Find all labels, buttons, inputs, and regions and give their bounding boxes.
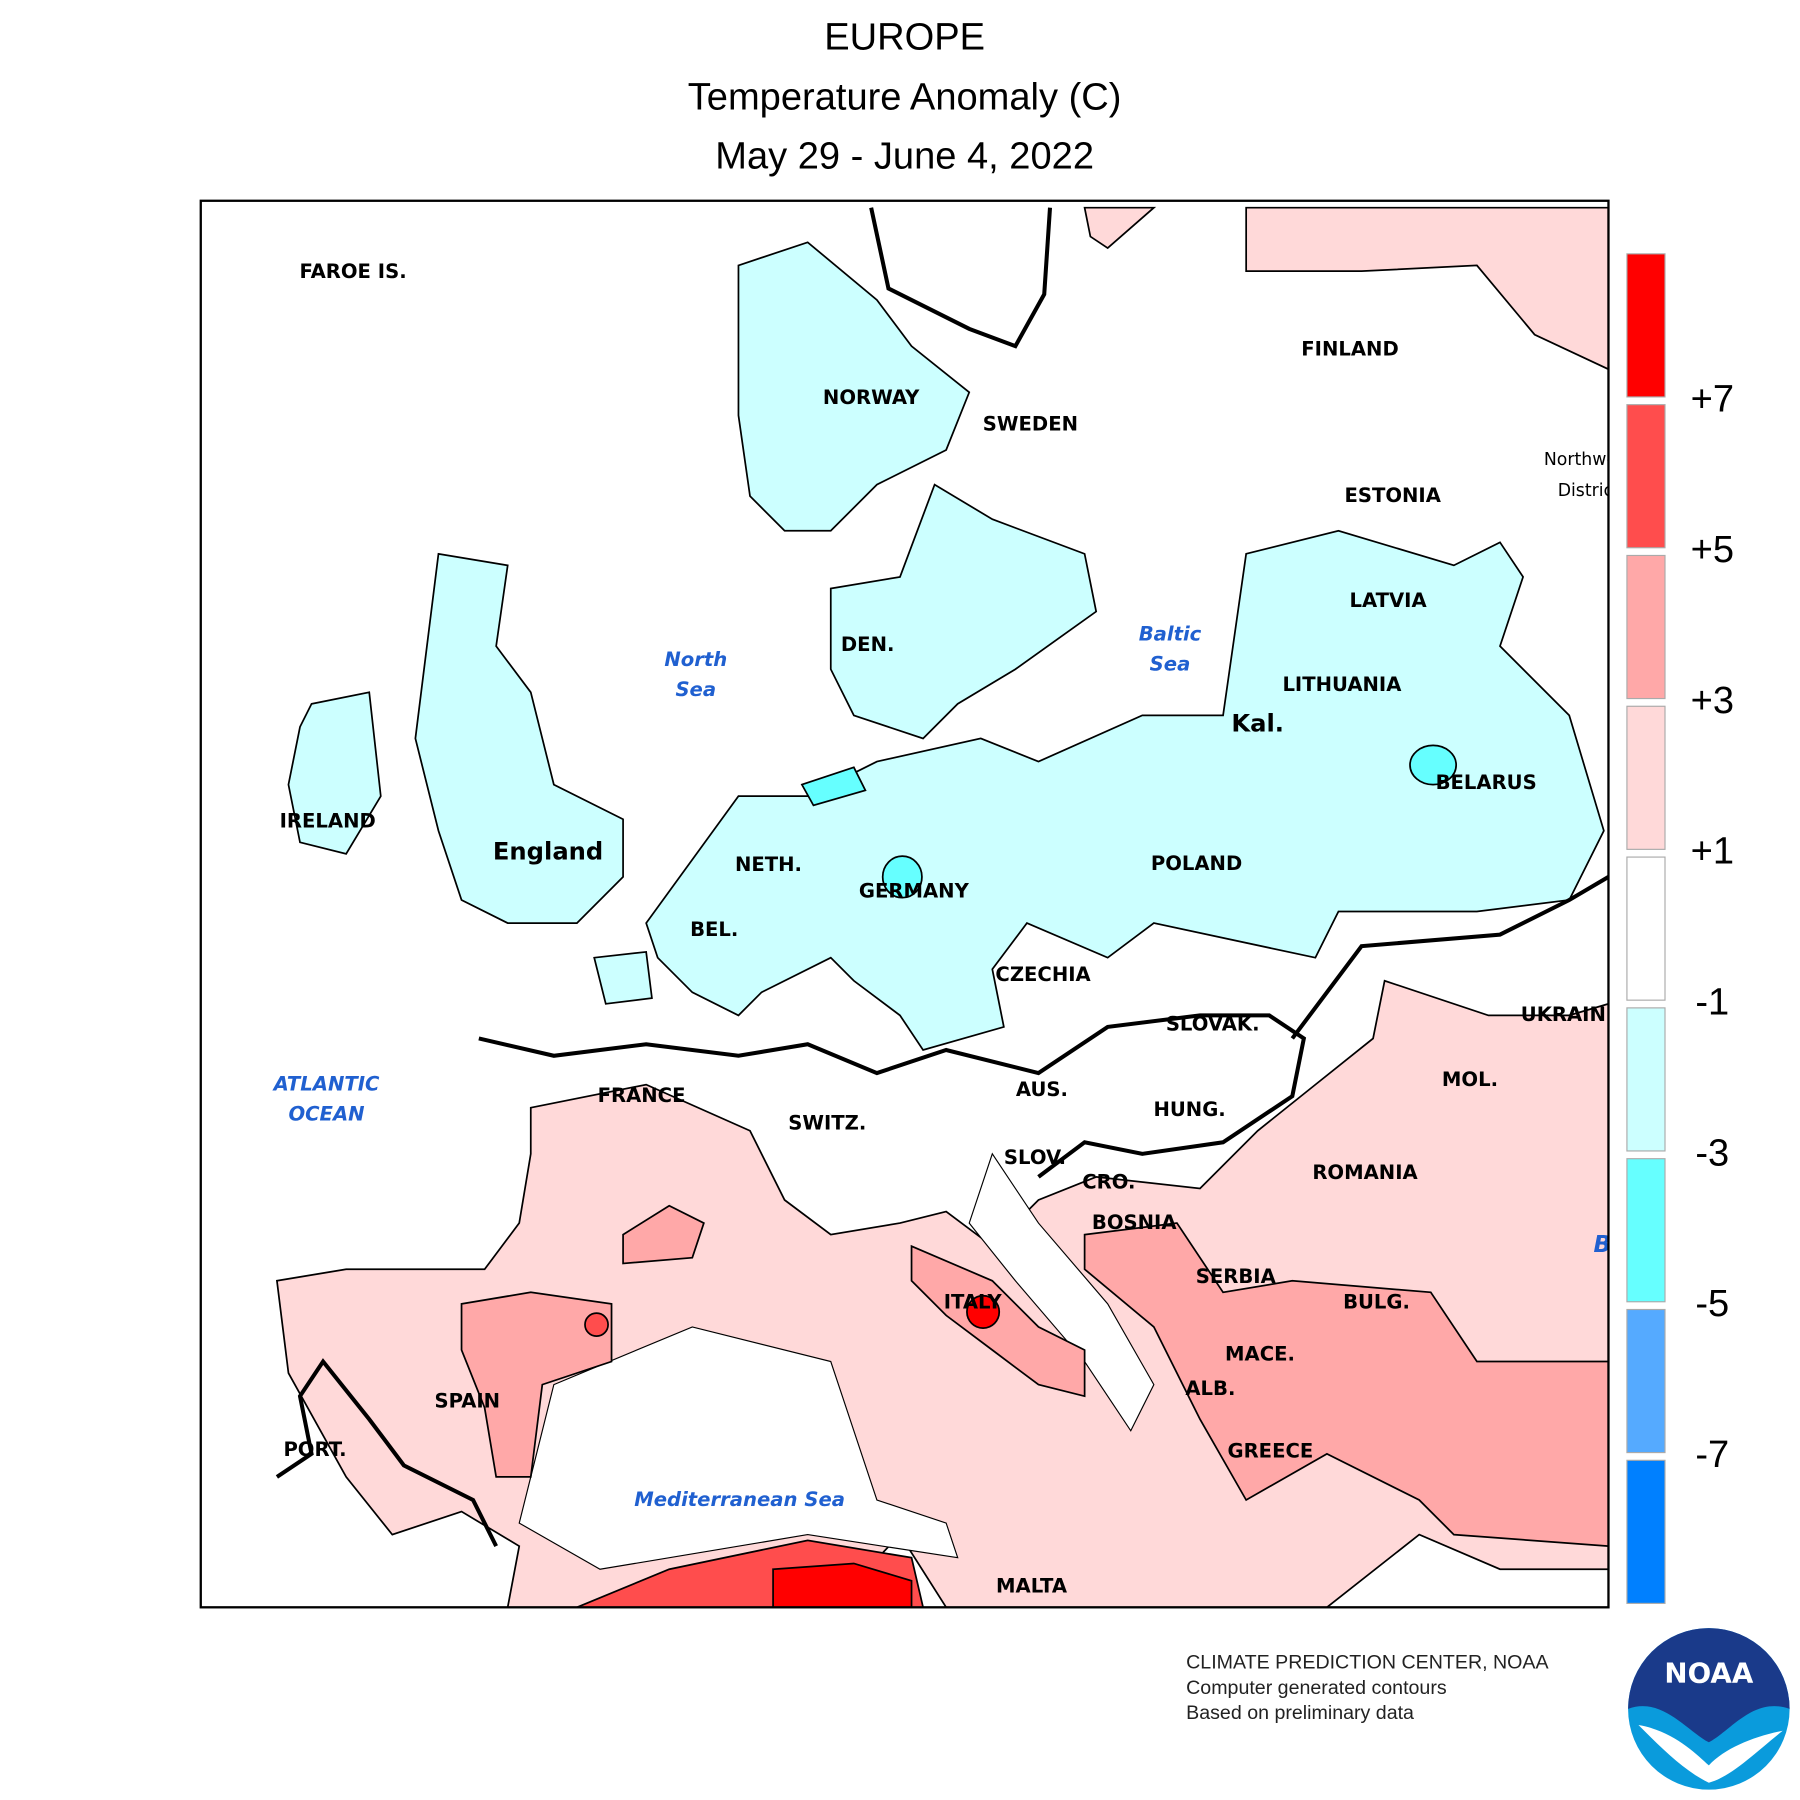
sea-label: ATLANTIC <box>272 1072 380 1095</box>
place-label: DEN. <box>841 633 895 656</box>
legend-label: -3 <box>1695 1132 1729 1174</box>
legend-swatch <box>1626 253 1666 398</box>
place-label: MOL. <box>1442 1068 1498 1091</box>
place-label: BULG. <box>1343 1290 1410 1313</box>
place-label: SLOV. <box>1004 1146 1066 1169</box>
place-label: England <box>493 838 603 866</box>
date-range: May 29 - June 4, 2022 <box>715 135 1094 177</box>
place-label: Northwest <box>1544 450 1633 470</box>
map-frame <box>199 199 1610 1609</box>
sea-label: North <box>664 648 727 671</box>
footer-line: Based on preliminary data <box>1186 1702 1414 1724</box>
sea-label: Sea <box>1150 652 1191 675</box>
place-label: SERBIA <box>1196 1265 1277 1288</box>
place-label: PORT. <box>283 1438 346 1461</box>
legend-label: +7 <box>1691 378 1734 420</box>
place-label: FAROE IS. <box>299 260 406 283</box>
subtitle: Temperature Anomaly (C) <box>688 77 1122 119</box>
legend-label: -7 <box>1695 1434 1729 1476</box>
place-label: BELARUS <box>1436 771 1537 794</box>
sea-label: Black Sea <box>1593 1232 1719 1258</box>
legend: +7 +5 +3 +1 -1 -3 -5 -7 <box>1626 253 1734 1604</box>
sea-label: Mediterranean Sea <box>634 1488 845 1511</box>
place-label: BEL. <box>690 918 738 941</box>
place-label: HUNG. <box>1153 1098 1225 1121</box>
place-label: IRELAND <box>280 809 376 832</box>
place-label: LATVIA <box>1349 589 1427 612</box>
legend-swatch <box>1626 705 1666 850</box>
legend-label: -5 <box>1695 1283 1729 1325</box>
place-label: SLOVAK. <box>1166 1012 1260 1035</box>
place-label: POLAND <box>1151 852 1242 875</box>
place-label: FINLAND <box>1301 337 1398 360</box>
place-label: CZECHIA <box>995 963 1091 986</box>
noaa-logo: NOAA <box>1628 1628 1790 1790</box>
place-label: GREECE <box>1227 1439 1313 1462</box>
legend-label: +1 <box>1691 831 1734 873</box>
legend-label: -1 <box>1695 981 1729 1023</box>
place-label: LITHUANIA <box>1282 673 1402 696</box>
legend-label: +3 <box>1691 680 1734 722</box>
footer-line: CLIMATE PREDICTION CENTER, NOAA <box>1186 1651 1549 1673</box>
place-label: ITALY <box>944 1290 1003 1313</box>
sea-label: OCEAN <box>289 1102 365 1125</box>
place-label: ESTONIA <box>1344 484 1441 507</box>
place-label: NETH. <box>735 853 802 876</box>
place-label: FRANCE <box>598 1084 686 1107</box>
place-label: AUS. <box>1016 1078 1068 1101</box>
legend-swatch <box>1626 1459 1666 1604</box>
place-label: CRO. <box>1082 1170 1135 1193</box>
map: FAROE IS. NORWAY SWEDEN FINLAND ESTONIA … <box>200 200 1719 1608</box>
place-label: SWEDEN <box>983 412 1078 435</box>
place-label: ROMANIA <box>1312 1161 1418 1184</box>
place-label: BOSNIA <box>1092 1211 1177 1234</box>
sea-label: Sea <box>675 678 716 701</box>
place-label: SPAIN <box>435 1390 501 1413</box>
place-label: MACE. <box>1225 1342 1295 1365</box>
place-label: ALB. <box>1185 1377 1235 1400</box>
place-label: GERMANY <box>859 880 970 903</box>
legend-swatch <box>1626 1007 1666 1152</box>
legend-swatch <box>1626 856 1666 1001</box>
footer-line: Computer generated contours <box>1186 1677 1447 1699</box>
legend-label: +5 <box>1691 529 1734 571</box>
place-label: UKRAINE <box>1521 1003 1620 1026</box>
place-label: MALTA <box>996 1574 1068 1597</box>
legend-swatch <box>1626 1308 1666 1454</box>
legend-swatch <box>1626 404 1666 549</box>
place-label: NORWAY <box>823 386 920 409</box>
legend-swatch <box>1626 554 1666 700</box>
place-label: SWITZ. <box>788 1112 866 1135</box>
sea-label: Baltic <box>1139 622 1202 645</box>
legend-swatch <box>1626 1158 1666 1303</box>
place-label: Kal. <box>1231 710 1284 738</box>
logo-text: NOAA <box>1664 1656 1753 1689</box>
place-label: District <box>1558 481 1620 501</box>
title: EUROPE <box>824 17 985 59</box>
